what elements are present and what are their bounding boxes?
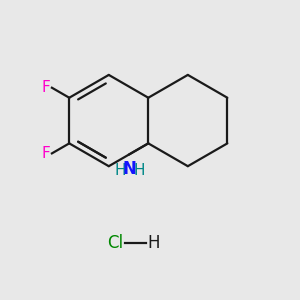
Text: Cl: Cl [107,234,124,252]
Text: H: H [115,163,126,178]
Text: N: N [122,160,136,178]
Text: H: H [147,234,160,252]
Text: F: F [42,146,51,161]
Text: F: F [42,80,51,95]
Text: H: H [134,163,145,178]
